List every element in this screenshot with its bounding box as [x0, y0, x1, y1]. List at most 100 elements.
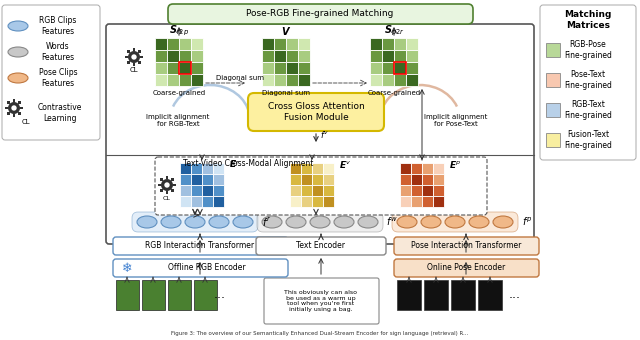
Bar: [422, 174, 433, 185]
Bar: [202, 163, 213, 174]
Ellipse shape: [233, 216, 253, 228]
Bar: [167, 74, 179, 86]
Bar: [180, 185, 191, 196]
Bar: [262, 50, 274, 62]
Bar: [155, 50, 167, 62]
Bar: [370, 38, 382, 50]
FancyBboxPatch shape: [394, 237, 539, 255]
Ellipse shape: [469, 216, 489, 228]
Bar: [394, 50, 406, 62]
Bar: [298, 62, 310, 74]
Bar: [301, 185, 312, 196]
Circle shape: [131, 54, 137, 60]
Bar: [298, 38, 310, 50]
Text: Coarse-grained: Coarse-grained: [367, 90, 420, 96]
Bar: [312, 196, 323, 207]
FancyBboxPatch shape: [257, 212, 383, 232]
Bar: [433, 185, 444, 196]
Bar: [382, 62, 394, 74]
Text: Figure 3: The overview of our Semantically Enhanced Dual-Stream Encoder for sign: Figure 3: The overview of our Semantical…: [172, 330, 468, 336]
Bar: [370, 74, 382, 86]
Bar: [13, 114, 15, 117]
Text: ❄: ❄: [122, 261, 132, 274]
FancyBboxPatch shape: [392, 212, 518, 232]
Bar: [171, 189, 173, 191]
Text: Coarse-grained: Coarse-grained: [152, 90, 205, 96]
Bar: [213, 185, 224, 196]
Bar: [286, 62, 298, 74]
Bar: [323, 174, 334, 185]
Ellipse shape: [310, 216, 330, 228]
Bar: [397, 280, 421, 310]
Bar: [406, 38, 418, 50]
Bar: [194, 280, 217, 310]
Bar: [179, 74, 191, 86]
Bar: [382, 38, 394, 50]
Bar: [411, 196, 422, 207]
Bar: [179, 38, 191, 50]
Bar: [127, 51, 130, 53]
Bar: [133, 63, 135, 66]
Ellipse shape: [397, 216, 417, 228]
Text: ...: ...: [214, 289, 226, 302]
Bar: [191, 163, 202, 174]
Bar: [400, 196, 411, 207]
Bar: [166, 176, 168, 179]
Text: Pose Interaction Transformer: Pose Interaction Transformer: [411, 241, 521, 251]
Bar: [290, 174, 301, 185]
Bar: [202, 196, 213, 207]
Text: ...: ...: [509, 289, 521, 302]
Bar: [394, 38, 406, 50]
FancyBboxPatch shape: [248, 93, 384, 131]
Ellipse shape: [8, 73, 28, 83]
Text: Diagonal sum: Diagonal sum: [216, 75, 264, 81]
Bar: [180, 163, 191, 174]
Bar: [167, 38, 179, 50]
Text: $\boldsymbol{E}^p$: $\boldsymbol{E}^p$: [449, 158, 461, 170]
Circle shape: [12, 105, 17, 111]
Bar: [433, 174, 444, 185]
Bar: [171, 178, 173, 181]
Bar: [173, 184, 176, 186]
Bar: [422, 196, 433, 207]
Bar: [422, 163, 433, 174]
Bar: [167, 62, 179, 74]
Bar: [191, 62, 203, 74]
Text: RGB-Pose
Fine-grained: RGB-Pose Fine-grained: [564, 40, 612, 60]
FancyBboxPatch shape: [2, 5, 100, 140]
Bar: [400, 185, 411, 196]
Bar: [125, 56, 128, 58]
Bar: [116, 280, 139, 310]
Bar: [301, 163, 312, 174]
Bar: [406, 74, 418, 86]
Bar: [191, 174, 202, 185]
FancyBboxPatch shape: [264, 278, 379, 324]
Text: CL: CL: [22, 119, 30, 125]
Bar: [161, 189, 163, 191]
Bar: [382, 50, 394, 62]
Bar: [411, 185, 422, 196]
Bar: [400, 163, 411, 174]
Circle shape: [161, 179, 173, 191]
Bar: [546, 73, 560, 87]
Bar: [301, 196, 312, 207]
Text: $\boldsymbol{E}^r$: $\boldsymbol{E}^r$: [229, 158, 240, 170]
FancyBboxPatch shape: [394, 259, 539, 277]
Bar: [301, 174, 312, 185]
Ellipse shape: [137, 216, 157, 228]
Text: Online Pose Encoder: Online Pose Encoder: [427, 264, 505, 272]
Ellipse shape: [161, 216, 181, 228]
Bar: [179, 50, 191, 62]
FancyBboxPatch shape: [113, 259, 288, 277]
Bar: [158, 184, 161, 186]
Bar: [13, 99, 15, 102]
Bar: [323, 185, 334, 196]
Text: RGB Interaction Transformer: RGB Interaction Transformer: [145, 241, 255, 251]
Bar: [191, 74, 203, 86]
Bar: [382, 74, 394, 86]
Bar: [155, 62, 167, 74]
Bar: [400, 174, 411, 185]
Bar: [161, 178, 163, 181]
Bar: [8, 102, 10, 104]
Bar: [424, 280, 448, 310]
